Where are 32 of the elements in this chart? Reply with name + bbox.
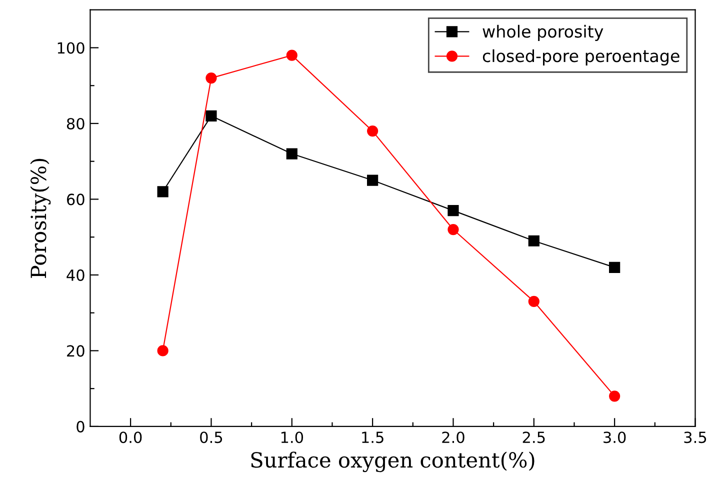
x-tick-label: 0.5 bbox=[200, 432, 222, 444]
point bbox=[157, 186, 168, 198]
point bbox=[157, 345, 168, 356]
point bbox=[609, 262, 620, 273]
y-tick-label: 20 bbox=[67, 345, 84, 357]
x-tick-label: 2.0 bbox=[442, 432, 464, 444]
point bbox=[448, 224, 459, 236]
y-tick-label: 40 bbox=[66, 269, 84, 281]
y-tick-label: 80 bbox=[66, 118, 84, 130]
point bbox=[206, 110, 217, 122]
y-axis-title: Porosity(%) bbox=[30, 158, 51, 278]
y-tick-label: 60 bbox=[66, 194, 84, 206]
y-tick-label: 0 bbox=[76, 420, 84, 432]
x-axis-title: Surface oxygen content(%) bbox=[251, 452, 534, 472]
y-tick-label: 100 bbox=[58, 42, 84, 54]
x-tick-label: 1.5 bbox=[362, 432, 384, 444]
x-tick-label: 1.0 bbox=[281, 432, 304, 444]
legend-label: closed-pore peroentage bbox=[482, 49, 680, 66]
point bbox=[286, 148, 298, 160]
x-tick-label: 3.0 bbox=[604, 432, 626, 444]
point bbox=[609, 390, 620, 402]
x-tick-label: 3.5 bbox=[684, 432, 706, 444]
legend-label: whole porosity bbox=[482, 24, 604, 41]
point bbox=[286, 50, 298, 61]
point bbox=[528, 235, 540, 246]
point bbox=[206, 72, 217, 84]
x-tick-label: 0.0 bbox=[119, 432, 142, 444]
point bbox=[448, 205, 459, 216]
point bbox=[528, 296, 540, 308]
x-tick-label: 2.5 bbox=[522, 432, 545, 444]
point bbox=[367, 174, 378, 186]
point bbox=[367, 125, 378, 137]
